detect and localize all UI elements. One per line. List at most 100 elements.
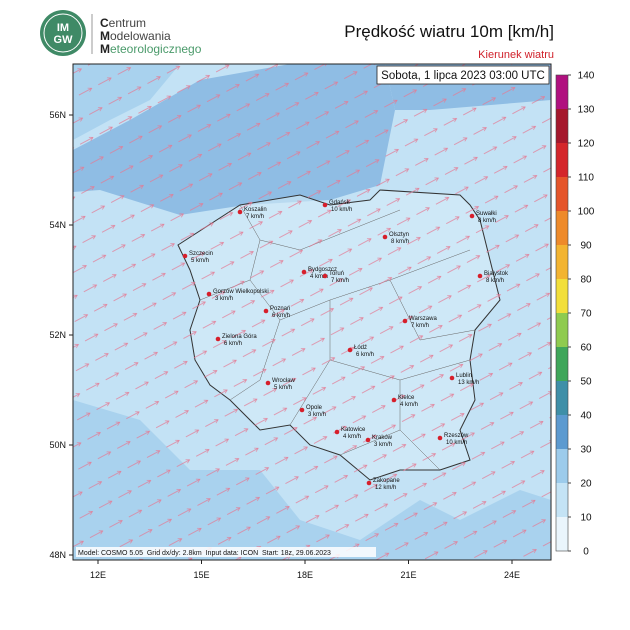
city-marker: [402, 318, 408, 324]
colorbar-segment: [556, 143, 568, 177]
colorbar-segment: [556, 279, 568, 313]
timestamp: Sobota, 1 lipca 2023 03:00 UTC: [381, 70, 545, 82]
colorbar-segment: [556, 211, 568, 245]
city-wind: 3 km/h: [374, 442, 392, 448]
logo-text: IM: [57, 22, 69, 34]
city-wind: 6 km/h: [272, 313, 290, 319]
city-name: Katowice: [341, 427, 366, 433]
city-wind: 12 km/h: [375, 485, 396, 491]
colorbar-label: 40: [580, 411, 592, 422]
city-marker: [347, 347, 353, 353]
city-marker: [182, 253, 188, 259]
city-marker: [334, 429, 340, 435]
map-frame: [72, 63, 552, 561]
city-marker: [265, 380, 271, 386]
colorbar-label: 0: [583, 547, 589, 558]
city-marker: [477, 273, 483, 279]
city-wind: 4 km/h: [343, 434, 361, 440]
city-name: Bydgoszcz: [308, 267, 337, 273]
city-name: Toruń: [329, 271, 344, 277]
lon-label: 24E: [504, 570, 520, 580]
colorbar-label: 60: [580, 343, 592, 354]
city-wind: 8 km/h: [486, 278, 504, 284]
colorbar-segment: [556, 449, 568, 483]
city-wind: 10 km/h: [331, 207, 352, 213]
city-wind: 5 km/h: [191, 258, 209, 264]
lat-label: 56N: [49, 110, 66, 120]
map-area: [73, 64, 551, 560]
city-marker: [365, 437, 371, 443]
colorbar-label: 10: [580, 513, 592, 524]
city-wind: 13 km/h: [458, 380, 479, 386]
city-name: Suwałki: [476, 211, 497, 217]
city-marker: [366, 480, 372, 486]
city-name: Zakopane: [373, 478, 400, 484]
footer: Model: COSMO 5.05 Grid dx/dy: 2.8km Inpu…: [78, 550, 331, 557]
city-name: Gdańsk: [329, 200, 351, 206]
city-wind: 3 km/h: [215, 296, 233, 302]
colorbar-segment: [556, 177, 568, 211]
subtitle: Kierunek wiatru: [478, 49, 554, 61]
colorbar-segment: [556, 517, 568, 551]
city-marker: [437, 435, 443, 441]
lat-label: 52N: [49, 330, 66, 340]
city-name: Opole: [306, 405, 323, 411]
colorbar-label: 110: [578, 173, 594, 184]
colorbar-segment: [556, 109, 568, 143]
logo: [40, 10, 86, 56]
colorbar-label: 90: [580, 241, 592, 252]
city-name: Zielona Góra: [222, 334, 257, 340]
city-name: Olsztyn: [389, 232, 409, 238]
city-wind: 7 km/h: [411, 323, 429, 329]
footer-box: [76, 547, 376, 557]
city-wind: 8 km/h: [478, 218, 496, 224]
city-marker: [391, 397, 397, 403]
city-name: Gorzów Wielkopolski: [213, 289, 269, 295]
city-name: Rzeszów: [444, 433, 469, 439]
city-name: Łódź: [354, 345, 367, 351]
logo-text: GW: [54, 34, 74, 46]
city-marker: [263, 308, 269, 314]
colorbar-segment: [556, 381, 568, 415]
city-name: Poznań: [270, 306, 290, 312]
lat-label: 48N: [49, 550, 66, 560]
city-name: Kielce: [398, 395, 415, 401]
lon-label: 15E: [193, 570, 209, 580]
org-line: Modelowania: [100, 29, 171, 43]
city-wind: 5 km/h: [274, 385, 292, 391]
lat-label: 54N: [49, 220, 66, 230]
colorbar-label: 130: [578, 105, 595, 116]
city-wind: 8 km/h: [391, 239, 409, 245]
city-name: Wrocław: [272, 378, 296, 384]
city-marker: [382, 234, 388, 240]
colorbar-label: 120: [578, 139, 595, 150]
city-name: Szczecin: [189, 251, 213, 257]
city-name: Koszalin: [244, 207, 267, 213]
colorbar-segment: [556, 415, 568, 449]
timestamp-box: [376, 65, 550, 85]
city-wind: 4 km/h: [400, 402, 418, 408]
lat-label: 50N: [49, 440, 66, 450]
colorbar-label: 30: [580, 445, 592, 456]
org-line: Meteorologicznego: [100, 42, 202, 56]
colorbar-segment: [556, 75, 568, 109]
colorbar-label: 80: [580, 275, 592, 286]
lon-label: 21E: [400, 570, 416, 580]
city-wind: 4 km/h: [310, 274, 328, 280]
city-marker: [206, 291, 212, 297]
city-wind: 10 km/h: [446, 440, 467, 446]
city-marker: [299, 407, 305, 413]
city-marker: [215, 336, 221, 342]
lon-label: 18E: [297, 570, 313, 580]
city-wind: 7 km/h: [331, 278, 349, 284]
colorbar-segment: [556, 347, 568, 381]
colorbar-label: 140: [578, 71, 595, 82]
lon-label: 12E: [90, 570, 106, 580]
city-marker: [237, 209, 243, 215]
city-name: Lublin: [456, 373, 472, 379]
colorbar-segment: [556, 245, 568, 279]
city-marker: [322, 202, 328, 208]
logo-ring: [43, 13, 83, 53]
